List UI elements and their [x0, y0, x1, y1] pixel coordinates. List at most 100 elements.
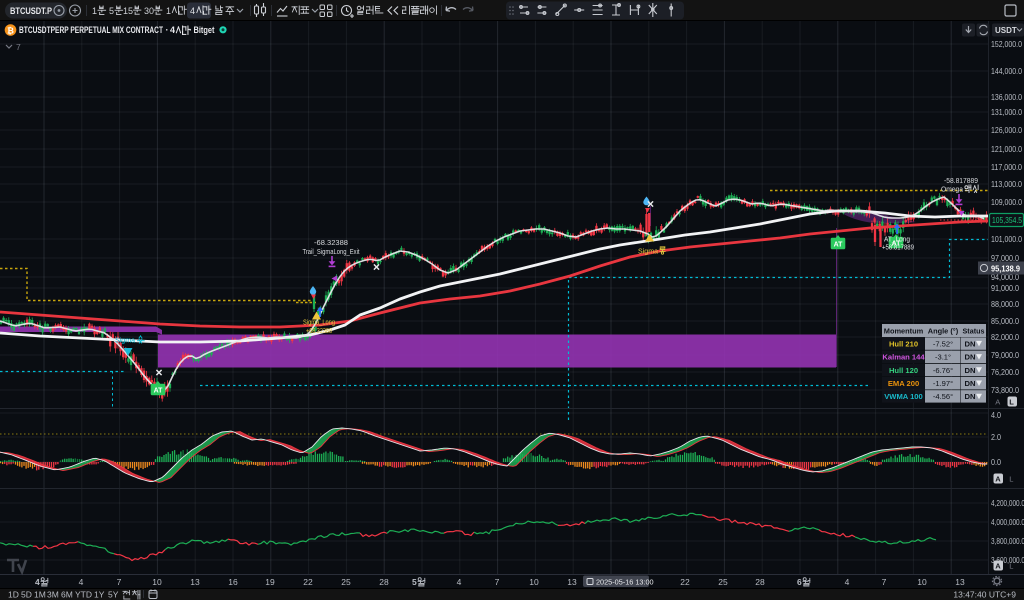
svg-text:4.0: 4.0	[991, 410, 1001, 420]
svg-text:85,000.0: 85,000.0	[991, 316, 1019, 326]
svg-text:Omega: Omega	[941, 185, 964, 194]
svg-text:13:47:40 UTC+9: 13:47:40 UTC+9	[953, 590, 1016, 600]
svg-text:2.0: 2.0	[991, 432, 1001, 442]
svg-text:5: 5	[412, 577, 417, 587]
svg-text:1M: 1M	[34, 590, 46, 600]
svg-text:7: 7	[16, 42, 21, 52]
svg-text:AT_Long: AT_Long	[884, 235, 910, 244]
svg-text:1Y: 1Y	[94, 590, 105, 600]
svg-text:131,000.0: 131,000.0	[991, 107, 1022, 117]
svg-text:10: 10	[917, 577, 927, 587]
svg-text:Sigma_Long: Sigma_Long	[303, 318, 335, 327]
svg-text:-1.97°: -1.97°	[933, 379, 953, 388]
svg-text:28: 28	[379, 577, 389, 587]
svg-text:7: 7	[882, 577, 887, 587]
svg-text:76,200.0: 76,200.0	[991, 367, 1019, 377]
svg-text:117,000.0: 117,000.0	[991, 162, 1022, 172]
svg-text:1: 1	[166, 6, 171, 16]
svg-text:Angle (°): Angle (°)	[928, 327, 959, 336]
svg-text:-58.817889: -58.817889	[944, 176, 978, 185]
svg-text:L: L	[1009, 398, 1014, 407]
svg-text:5: 5	[109, 6, 114, 16]
svg-text:3M: 3M	[47, 590, 59, 600]
svg-text:28: 28	[755, 577, 765, 587]
svg-text:152,000.0: 152,000.0	[991, 39, 1022, 49]
svg-text:22: 22	[303, 577, 313, 587]
svg-text:AT: AT	[892, 241, 902, 248]
svg-text:3,800,000.0: 3,800,000.0	[991, 536, 1024, 546]
svg-text:2025-05-16 13:00: 2025-05-16 13:00	[596, 578, 654, 587]
svg-text:·: ·	[189, 25, 192, 35]
svg-text:79,000.0: 79,000.0	[991, 350, 1019, 360]
svg-text:13: 13	[567, 577, 577, 587]
svg-text:BTCUSDT.P: BTCUSDT.P	[10, 6, 52, 16]
svg-text:105,354.5: 105,354.5	[992, 215, 1022, 225]
svg-text:Sigma: Sigma	[638, 247, 659, 256]
svg-text:EMA 200: EMA 200	[888, 379, 919, 388]
svg-text:+68.32388: +68.32388	[306, 326, 332, 335]
svg-text:Status: Status	[963, 327, 985, 336]
svg-text:Kalman 144: Kalman 144	[882, 353, 925, 362]
svg-text:5D: 5D	[21, 590, 32, 600]
svg-text:4: 4	[79, 577, 84, 587]
svg-text:88,000.0: 88,000.0	[991, 299, 1019, 309]
svg-text:YTD: YTD	[75, 590, 92, 600]
svg-text:4: 4	[35, 577, 40, 587]
svg-text:·: ·	[166, 25, 169, 35]
svg-text:4,000,000.0: 4,000,000.0	[991, 517, 1024, 527]
svg-text:-6.76°: -6.76°	[933, 366, 953, 375]
svg-text:USDT: USDT	[995, 26, 1017, 35]
svg-text:A: A	[995, 398, 1000, 407]
svg-text:6M: 6M	[61, 590, 73, 600]
svg-text:95,138.9: 95,138.9	[991, 264, 1020, 274]
svg-text:13: 13	[190, 577, 200, 587]
svg-text:3,600,000.0: 3,600,000.0	[991, 555, 1024, 565]
svg-text:30: 30	[144, 6, 154, 16]
svg-text:13: 13	[955, 577, 965, 587]
svg-text:Hull 120: Hull 120	[889, 366, 918, 375]
svg-text:113,000.0: 113,000.0	[991, 179, 1022, 189]
svg-text:101,000.0: 101,000.0	[991, 234, 1022, 244]
svg-text:-68.32388: -68.32388	[314, 238, 348, 247]
svg-text:₿: ₿	[7, 25, 14, 35]
svg-text:DN: DN	[965, 366, 976, 375]
svg-text:Momentum: Momentum	[884, 327, 924, 336]
svg-text:91,000.0: 91,000.0	[991, 283, 1019, 293]
svg-text:A: A	[995, 562, 1001, 571]
svg-text:4: 4	[190, 6, 195, 16]
svg-text:19: 19	[265, 577, 275, 587]
svg-text:109,000.0: 109,000.0	[991, 197, 1022, 207]
svg-text:DN: DN	[965, 353, 976, 362]
svg-text:6: 6	[797, 577, 802, 587]
svg-text:Hull 210: Hull 210	[889, 339, 918, 348]
svg-text:22: 22	[680, 577, 690, 587]
svg-text:94,000.0: 94,000.0	[991, 272, 1019, 282]
svg-text:4,200,000.0: 4,200,000.0	[991, 498, 1024, 508]
svg-text:VWMA 100: VWMA 100	[884, 392, 923, 401]
svg-text:10: 10	[529, 577, 539, 587]
svg-text:73,800.0: 73,800.0	[991, 385, 1019, 395]
svg-text:121,000.0: 121,000.0	[991, 144, 1022, 154]
svg-text:DN: DN	[965, 392, 976, 401]
svg-text:82,000.0: 82,000.0	[991, 332, 1019, 342]
svg-text:Sigma: Sigma	[115, 336, 136, 345]
svg-text:Trail_SigmaLong_Exit: Trail_SigmaLong_Exit	[303, 247, 361, 256]
svg-text:25: 25	[341, 577, 351, 587]
svg-text:BTCUSDTPERP PERPETUAL MIX CONT: BTCUSDTPERP PERPETUAL MIX CONTRACT	[19, 25, 163, 35]
svg-text:4: 4	[457, 577, 462, 587]
svg-text:A: A	[995, 475, 1001, 484]
svg-text:AT: AT	[834, 242, 844, 249]
svg-text:-7.52°: -7.52°	[933, 339, 953, 348]
svg-text:144,000.0: 144,000.0	[991, 66, 1022, 76]
svg-text:4: 4	[845, 577, 850, 587]
svg-text:7: 7	[117, 577, 122, 587]
svg-text:1D: 1D	[8, 590, 19, 600]
svg-text:4: 4	[170, 25, 175, 35]
svg-text:L: L	[1009, 475, 1013, 484]
svg-text:AT: AT	[154, 388, 164, 395]
svg-text:Bitget: Bitget	[194, 25, 215, 35]
svg-text:136,000.0: 136,000.0	[991, 92, 1022, 102]
svg-text:97,000.0: 97,000.0	[991, 253, 1019, 263]
svg-text:+58.817889: +58.817889	[882, 243, 914, 252]
svg-text:10: 10	[152, 577, 162, 587]
